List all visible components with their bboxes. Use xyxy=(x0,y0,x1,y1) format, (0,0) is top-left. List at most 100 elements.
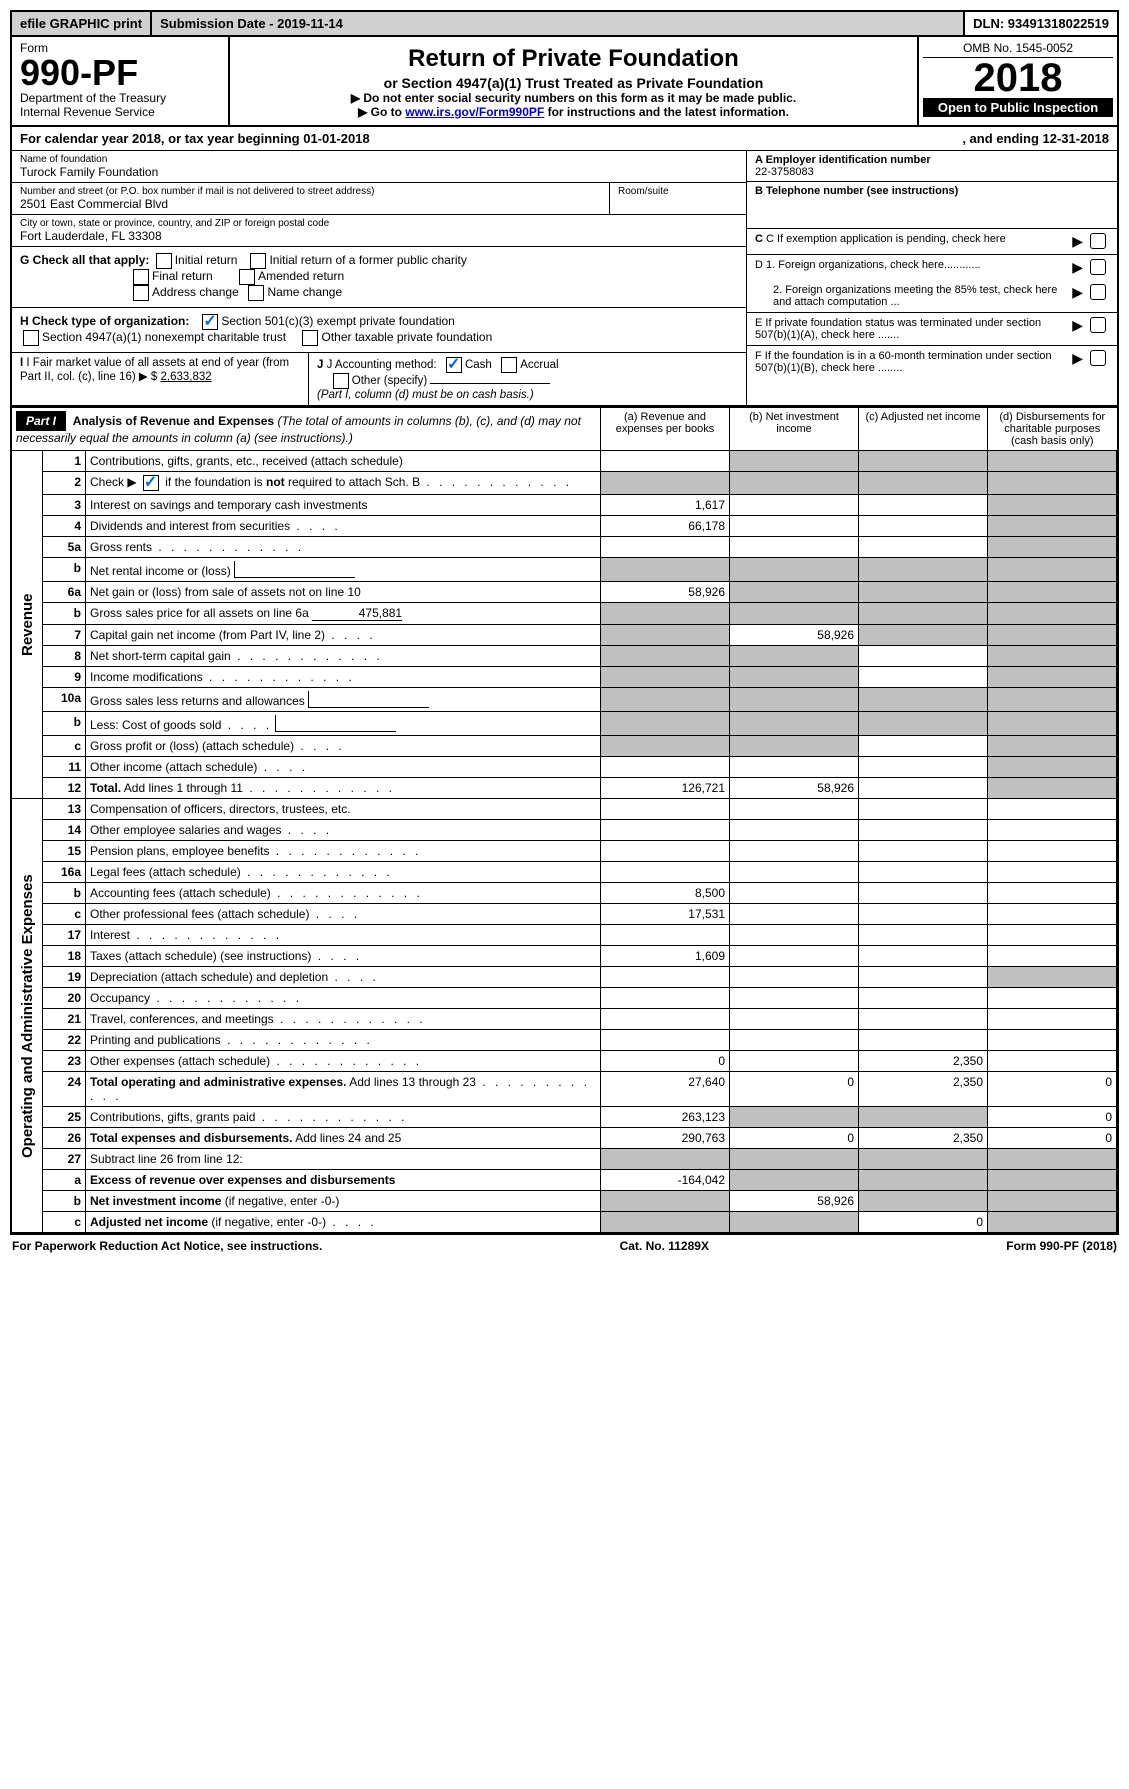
header-right: OMB No. 1545-0052 2018 Open to Public In… xyxy=(917,37,1117,125)
table-cell xyxy=(988,820,1117,841)
form-number: 990-PF xyxy=(20,55,220,91)
dept-label: Department of the Treasury xyxy=(20,91,220,105)
table-cell xyxy=(730,451,859,472)
row-number: 19 xyxy=(43,967,86,988)
form-title: Return of Private Foundation xyxy=(236,45,911,73)
row-desc: Gross sales price for all assets on line… xyxy=(86,603,601,625)
table-cell xyxy=(601,451,730,472)
table-row: 17Interest xyxy=(12,925,1117,946)
cal-year-begin: For calendar year 2018, or tax year begi… xyxy=(20,131,370,146)
table-cell xyxy=(988,625,1117,646)
row-number: 16a xyxy=(43,862,86,883)
row-desc: Other expenses (attach schedule) xyxy=(86,1051,601,1072)
chk-final[interactable] xyxy=(133,269,149,285)
foundation-name-cell: Name of foundation Turock Family Foundat… xyxy=(12,151,746,183)
chk-d2[interactable] xyxy=(1090,284,1106,300)
row-number: 27 xyxy=(43,1149,86,1170)
col-header-d: (d) Disbursements for charitable purpose… xyxy=(988,408,1117,451)
chk-e[interactable] xyxy=(1090,317,1106,333)
table-row: 9Income modifications xyxy=(12,667,1117,688)
chk-f[interactable] xyxy=(1090,350,1106,366)
table-cell xyxy=(730,799,859,820)
part-label: Part I xyxy=(16,411,66,431)
table-row: 21Travel, conferences, and meetings xyxy=(12,1009,1117,1030)
table-cell xyxy=(988,1149,1117,1170)
chk-initial-former[interactable] xyxy=(250,253,266,269)
chk-addr-change[interactable] xyxy=(133,285,149,301)
chk-other-method[interactable] xyxy=(333,373,349,389)
header-center: Return of Private Foundation or Section … xyxy=(230,37,917,125)
row-number: 26 xyxy=(43,1128,86,1149)
table-row: 8Net short-term capital gain xyxy=(12,646,1117,667)
table-cell xyxy=(730,757,859,778)
table-row: 2Check ▶ if the foundation is not requir… xyxy=(12,472,1117,495)
efile-button[interactable]: efile GRAPHIC print xyxy=(12,12,152,35)
chk-cash[interactable] xyxy=(446,357,462,373)
table-cell xyxy=(859,688,988,712)
header-row: Form 990-PF Department of the Treasury I… xyxy=(12,37,1117,127)
chk-c[interactable] xyxy=(1090,233,1106,249)
table-cell xyxy=(859,967,988,988)
table-cell xyxy=(859,472,988,495)
row-number: 4 xyxy=(43,516,86,537)
table-cell xyxy=(988,967,1117,988)
chk-schb[interactable] xyxy=(143,475,159,491)
row-desc: Compensation of officers, directors, tru… xyxy=(86,799,601,820)
table-cell xyxy=(988,516,1117,537)
table-row: 11Other income (attach schedule) xyxy=(12,757,1117,778)
row-number: 20 xyxy=(43,988,86,1009)
row-number: 13 xyxy=(43,799,86,820)
table-cell: 2,350 xyxy=(859,1128,988,1149)
table-cell: 2,350 xyxy=(859,1051,988,1072)
table-cell: 58,926 xyxy=(730,778,859,799)
info-left: Name of foundation Turock Family Foundat… xyxy=(12,151,747,405)
table-cell xyxy=(988,736,1117,757)
table-cell xyxy=(988,712,1117,736)
row-desc: Dividends and interest from securities xyxy=(86,516,601,537)
row-number: b xyxy=(43,603,86,625)
row-desc: Adjusted net income (if negative, enter … xyxy=(86,1212,601,1233)
irs-link[interactable]: www.irs.gov/Form990PF xyxy=(405,105,544,119)
tel-cell: B Telephone number (see instructions) xyxy=(747,182,1117,229)
chk-4947[interactable] xyxy=(23,330,39,346)
col-header-b: (b) Net investment income xyxy=(730,408,859,451)
table-cell xyxy=(601,1212,730,1233)
table-cell: 0 xyxy=(601,1051,730,1072)
row-desc: Subtract line 26 from line 12: xyxy=(86,1149,601,1170)
chk-name-change[interactable] xyxy=(248,285,264,301)
chk-d1[interactable] xyxy=(1090,259,1106,275)
row-desc: Check ▶ if the foundation is not require… xyxy=(86,472,601,495)
row-desc: Depreciation (attach schedule) and deple… xyxy=(86,967,601,988)
table-cell: 17,531 xyxy=(601,904,730,925)
chk-amended[interactable] xyxy=(239,269,255,285)
table-cell xyxy=(601,537,730,558)
row-number: 23 xyxy=(43,1051,86,1072)
row-desc: Other income (attach schedule) xyxy=(86,757,601,778)
table-cell xyxy=(859,904,988,925)
row-desc: Gross rents xyxy=(86,537,601,558)
table-row: 27Subtract line 26 from line 12: xyxy=(12,1149,1117,1170)
row-number: a xyxy=(43,1170,86,1191)
chk-other-taxable[interactable] xyxy=(302,330,318,346)
table-cell xyxy=(601,558,730,582)
chk-501c3[interactable] xyxy=(202,314,218,330)
row-number: 1 xyxy=(43,451,86,472)
table-cell: 1,609 xyxy=(601,946,730,967)
table-cell xyxy=(988,646,1117,667)
section-d2: 2. Foreign organizations meeting the 85%… xyxy=(747,280,1117,313)
row-number: 11 xyxy=(43,757,86,778)
room-suite-cell: Room/suite xyxy=(610,183,746,214)
table-cell xyxy=(988,1212,1117,1233)
table-cell xyxy=(859,667,988,688)
table-cell xyxy=(988,883,1117,904)
chk-initial[interactable] xyxy=(156,253,172,269)
row-desc: Gross profit or (loss) (attach schedule) xyxy=(86,736,601,757)
section-h: H Check type of organization: Section 50… xyxy=(12,308,746,352)
chk-accrual[interactable] xyxy=(501,357,517,373)
row-desc: Printing and publications xyxy=(86,1030,601,1051)
row-number: 25 xyxy=(43,1107,86,1128)
table-cell xyxy=(988,558,1117,582)
table-cell xyxy=(988,603,1117,625)
row-desc: Gross sales less returns and allowances xyxy=(86,688,601,712)
table-cell xyxy=(730,712,859,736)
